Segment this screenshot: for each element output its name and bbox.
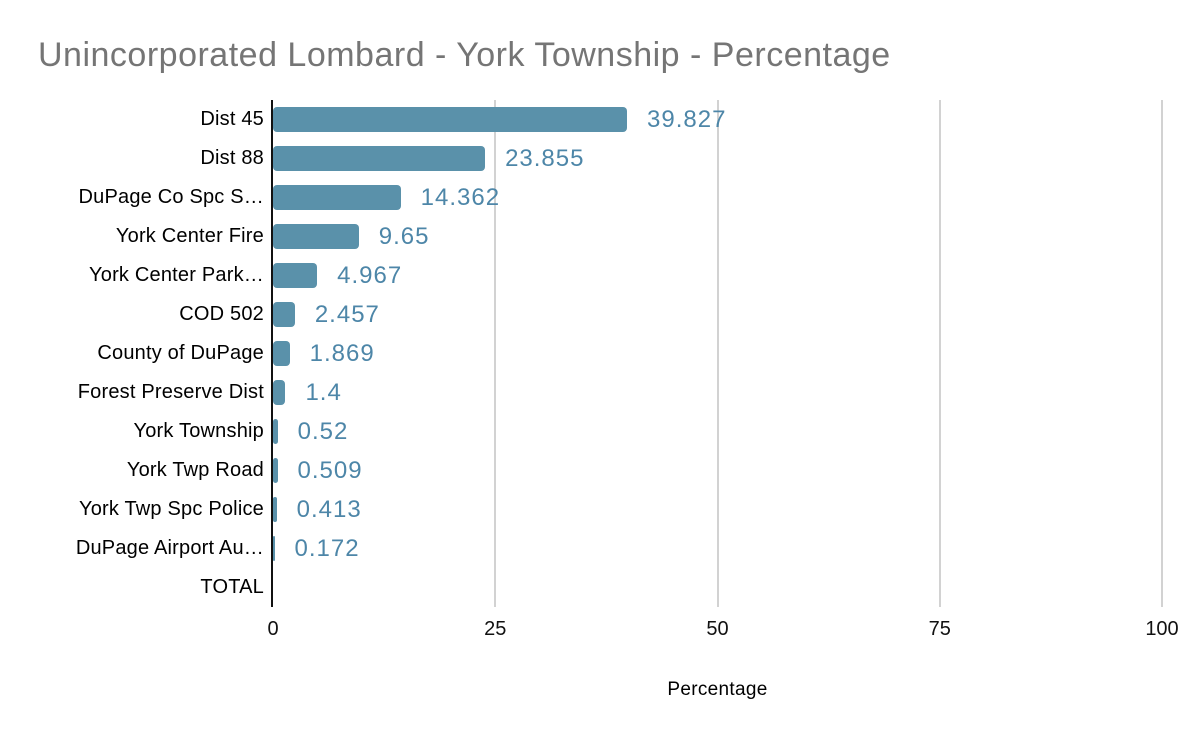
chart-title: Unincorporated Lombard - York Township -… xyxy=(38,36,891,74)
bar-track xyxy=(273,568,1162,607)
gridline xyxy=(494,100,497,607)
bar-track: 2.457 xyxy=(273,295,1162,334)
x-tick-label: 75 xyxy=(928,618,951,640)
bar xyxy=(273,497,277,522)
bar-track: 23.855 xyxy=(273,139,1162,178)
bar-row: County of DuPage 1.869 xyxy=(0,334,1162,373)
bar xyxy=(273,419,278,444)
value-label: 2.457 xyxy=(314,300,380,328)
category-label: Forest Preserve Dist xyxy=(77,381,264,403)
bar-row: York Center Park… 4.967 xyxy=(0,256,1162,295)
bar xyxy=(273,341,290,366)
bar-row: COD 502 2.457 xyxy=(0,295,1162,334)
bar-track: 4.967 xyxy=(273,256,1162,295)
bar xyxy=(273,146,486,171)
bar-rows: Dist 45 39.827 Dist 88 23.855 DuPage Co Spc … xyxy=(0,100,1162,607)
value-label: 14.362 xyxy=(420,183,501,211)
bar-row: York Township 0.52 xyxy=(0,412,1162,451)
bar xyxy=(273,263,318,288)
bar-row: DuPage Airport Au… 0.172 xyxy=(0,529,1162,568)
category-label: York Township xyxy=(133,420,264,442)
category-label: County of DuPage xyxy=(97,342,264,364)
x-tick-label: 50 xyxy=(706,618,729,640)
y-axis-line xyxy=(271,100,273,607)
bar-track: 0.52 xyxy=(273,412,1162,451)
bar-row: Dist 88 23.855 xyxy=(0,139,1162,178)
bar-row: DuPage Co Spc S… 14.362 xyxy=(0,178,1162,217)
bar-track: 9.65 xyxy=(273,217,1162,256)
category-label: York Twp Road xyxy=(126,459,264,481)
gridline xyxy=(716,100,719,607)
bar-row: Dist 45 39.827 xyxy=(0,100,1162,139)
value-label: 39.827 xyxy=(647,105,727,133)
x-tick-label: 0 xyxy=(267,618,279,640)
bar xyxy=(273,458,278,483)
gridline xyxy=(1161,100,1163,607)
bar-row: Forest Preserve Dist 1.4 xyxy=(0,373,1162,412)
bar xyxy=(273,302,295,327)
value-label: 0.509 xyxy=(297,456,363,484)
value-label: 1.869 xyxy=(309,339,375,367)
category-label: York Twp Spc Police xyxy=(78,498,264,520)
bar-track: 1.4 xyxy=(273,373,1162,412)
bar-row: York Center Fire 9.65 xyxy=(0,217,1162,256)
x-tick-label: 25 xyxy=(484,618,507,640)
bar-track: 0.509 xyxy=(273,451,1162,490)
value-label: 23.855 xyxy=(505,144,585,172)
category-label: Dist 45 xyxy=(200,108,264,130)
plot-area xyxy=(271,100,1163,607)
value-label: 0.413 xyxy=(296,495,362,523)
bar-track: 14.362 xyxy=(273,178,1162,217)
category-label: COD 502 xyxy=(179,303,264,325)
gridline xyxy=(938,100,941,607)
category-label: Dist 88 xyxy=(200,147,264,169)
category-label: DuPage Co Spc S… xyxy=(78,186,264,208)
bar-row: TOTAL xyxy=(0,568,1162,607)
value-label: 9.65 xyxy=(378,222,430,250)
bar xyxy=(273,380,286,405)
bar-row: York Twp Road 0.509 xyxy=(0,451,1162,490)
bar-track: 39.827 xyxy=(273,100,1162,139)
value-label: 0.52 xyxy=(297,417,349,445)
bar xyxy=(273,224,359,249)
bar xyxy=(273,536,275,561)
x-axis-title: Percentage xyxy=(667,679,768,700)
bar-track: 0.413 xyxy=(273,490,1162,529)
bar-track: 1.869 xyxy=(273,334,1162,373)
category-label: TOTAL xyxy=(200,576,264,598)
category-label: York Center Fire xyxy=(115,225,264,247)
value-label: 1.4 xyxy=(305,378,342,406)
value-label: 0.172 xyxy=(294,534,360,562)
category-label: York Center Park… xyxy=(89,264,264,286)
category-label: DuPage Airport Au… xyxy=(75,537,264,559)
bar xyxy=(273,107,628,132)
value-label: 4.967 xyxy=(337,261,403,289)
x-tick-label: 100 xyxy=(1145,618,1179,640)
bar xyxy=(273,185,401,210)
bar-track: 0.172 xyxy=(273,529,1162,568)
bar-row: York Twp Spc Police 0.413 xyxy=(0,490,1162,529)
